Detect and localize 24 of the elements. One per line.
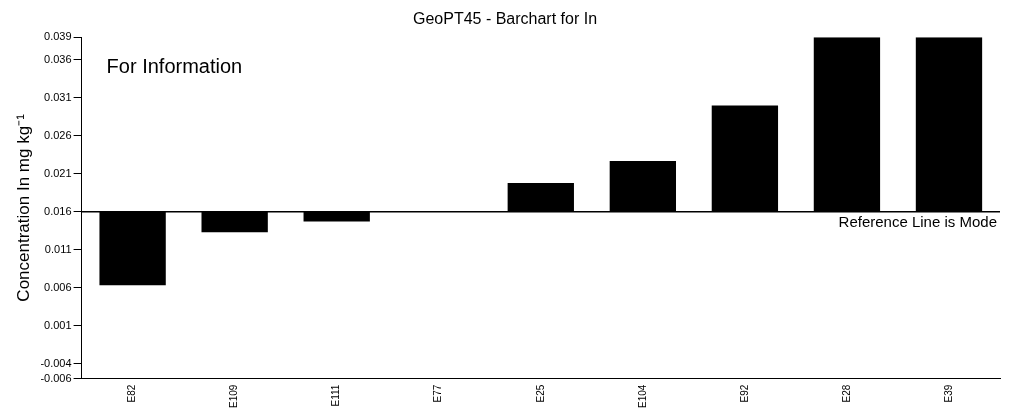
ref-line-label: Reference Line is Mode [838,213,997,231]
x-tick-label: E25 [534,384,546,403]
x-tick-label: E111 [330,384,342,407]
y-tick-label: 0.039 [44,30,72,43]
x-tick-label: E92 [738,384,750,403]
chart-title: GeoPT45 - Barchart for In [412,10,598,28]
y-tick-label: 0.031 [44,90,72,103]
x-tick-label: E82 [126,384,138,403]
y-tick-label: 0.011 [44,242,72,255]
y-tick-label: 0.001 [44,318,72,331]
annotation: For Information [106,54,243,77]
y-tick-label: -0.004 [40,356,72,369]
y-axis-title: Concentration In mg kg⁻¹ [13,113,33,302]
x-tick-label: E104 [636,384,648,408]
y-tick-label: 0.026 [44,128,72,141]
x-tick-label: E39 [942,384,954,403]
y-tick-label: 0.021 [44,166,72,179]
y-tick-label: 0.036 [44,52,72,65]
x-tick-label: E77 [432,384,444,403]
y-tick-label: 0.006 [44,280,72,293]
y-tick-label: 0.016 [44,204,72,217]
x-tick-label: E28 [840,384,852,403]
x-tick-label: E109 [228,384,240,408]
y-tick-label: -0.006 [40,371,72,384]
